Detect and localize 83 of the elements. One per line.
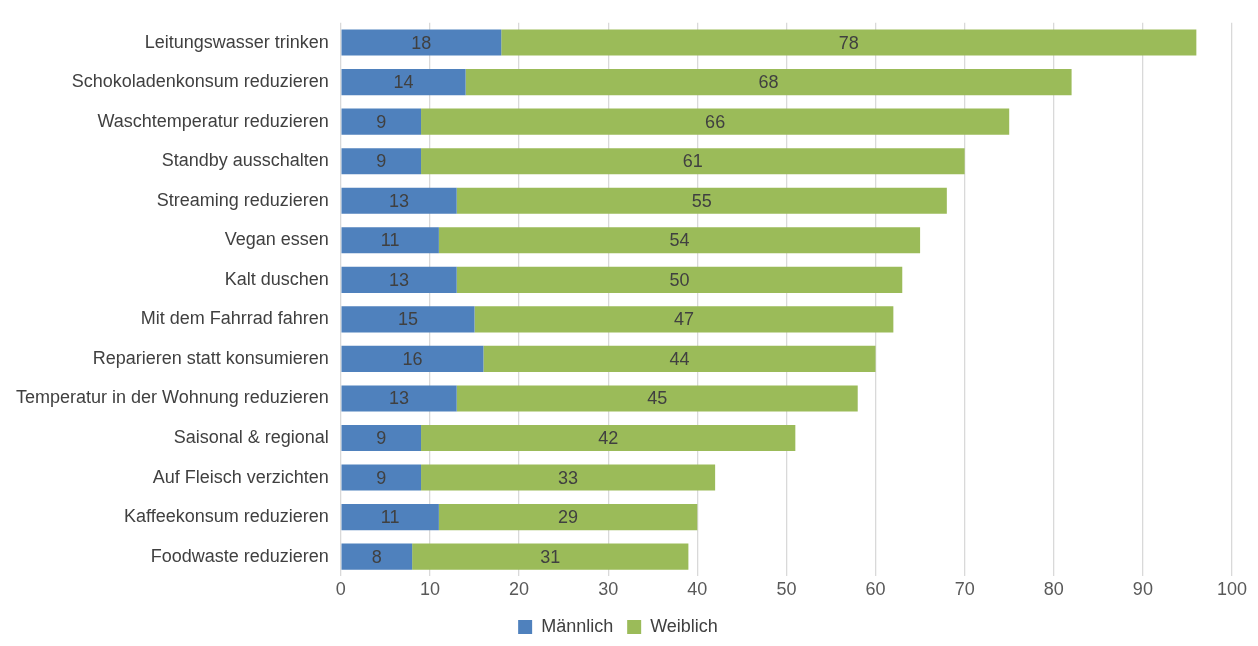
bar: [438, 227, 921, 254]
bar: [501, 29, 1197, 56]
data-label: 55: [691, 190, 712, 211]
y-tick-label: Kaffeekonsum reduzieren: [124, 506, 329, 527]
data-label: 11: [380, 230, 400, 251]
y-tick-label: Vegan essen: [224, 229, 329, 250]
bar: [456, 187, 947, 214]
x-tick-label: 100: [1216, 579, 1248, 600]
bar: [341, 227, 439, 254]
data-label: 15: [397, 309, 419, 330]
x-tick-label: 90: [1132, 579, 1153, 600]
data-label: 47: [673, 309, 694, 330]
bar: [341, 148, 422, 175]
data-label: 61: [682, 151, 703, 172]
bar: [341, 266, 457, 293]
data-label: 11: [380, 507, 400, 528]
x-tick-label: 0: [335, 579, 346, 600]
bar: [341, 424, 422, 452]
y-tick-label: Foodwaste reduzieren: [150, 545, 329, 566]
data-label: 78: [838, 32, 859, 53]
y-tick-label: Saisonal & regional: [173, 426, 329, 447]
data-label: 66: [705, 111, 726, 132]
data-label: 68: [758, 72, 779, 93]
bar: [341, 385, 457, 412]
bar: [341, 543, 413, 570]
legend-label: Männlich: [541, 615, 614, 636]
x-tick-label: 10: [419, 579, 440, 600]
bar: [341, 108, 422, 135]
y-tick-label: Schokoladenkonsum reduzieren: [71, 71, 329, 92]
data-label: 9: [376, 111, 387, 132]
bar: [341, 29, 502, 56]
x-tick-label: 70: [954, 579, 975, 600]
y-tick-label: Mit dem Fahrrad fahren: [140, 308, 329, 329]
y-tick-label: Kalt duschen: [224, 268, 329, 289]
data-label: 13: [389, 269, 410, 290]
y-tick-label: Streaming reduzieren: [156, 189, 329, 210]
y-tick-label: Reparieren statt konsumieren: [92, 347, 329, 368]
data-label: 14: [393, 72, 414, 93]
bar: [412, 543, 689, 570]
data-label: 50: [669, 269, 690, 290]
x-tick-label: 80: [1043, 579, 1064, 600]
legend-label: Weiblich: [650, 615, 718, 636]
bar: [438, 504, 698, 531]
data-label: 16: [402, 348, 423, 369]
y-tick-label: Auf Fleisch verzichten: [152, 466, 329, 487]
bar: [421, 424, 796, 452]
bar: [483, 345, 876, 372]
bar: [341, 504, 439, 531]
bar: [456, 266, 903, 293]
data-label: 33: [558, 467, 579, 488]
bar: [341, 464, 422, 491]
data-label: 31: [540, 546, 561, 567]
bar: [474, 306, 894, 333]
y-tick-label: Standby ausschalten: [161, 150, 329, 171]
data-label: 9: [376, 427, 387, 448]
data-label: 13: [389, 388, 410, 409]
bar: [421, 464, 716, 491]
bar: [421, 148, 965, 175]
data-label: 18: [411, 32, 432, 53]
x-tick-label: 20: [509, 579, 530, 600]
x-tick-label: 30: [598, 579, 619, 600]
x-tick-label: 40: [687, 579, 708, 600]
bar: [465, 69, 1072, 96]
x-tick-label: 60: [865, 579, 886, 600]
data-label: 9: [376, 151, 387, 172]
bar: [341, 187, 457, 214]
bar: [341, 69, 466, 96]
y-tick-label: Waschtemperatur reduzieren: [97, 110, 329, 131]
data-label: 9: [376, 467, 387, 488]
x-tick-label: 50: [776, 579, 797, 600]
data-label: 13: [389, 190, 410, 211]
data-label: 42: [598, 427, 619, 448]
bar: [456, 385, 858, 412]
bar: [421, 108, 1010, 135]
bar: [341, 345, 484, 372]
y-tick-label: Leitungswasser trinken: [144, 31, 329, 52]
data-label: 8: [371, 546, 382, 567]
data-label: 45: [647, 388, 668, 409]
bar: [341, 306, 475, 333]
data-label: 29: [558, 507, 579, 528]
data-label: 44: [669, 348, 690, 369]
y-tick-label: Temperatur in der Wohnung reduzieren: [15, 387, 329, 408]
data-label: 54: [669, 230, 690, 251]
